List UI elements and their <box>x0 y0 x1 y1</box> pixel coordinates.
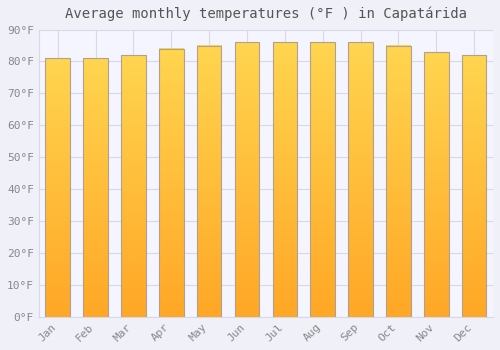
Bar <box>462 55 486 317</box>
Bar <box>234 42 260 317</box>
Bar <box>121 55 146 317</box>
Bar <box>272 42 297 317</box>
Bar <box>197 46 222 317</box>
Bar <box>386 46 410 317</box>
Bar <box>46 58 70 317</box>
Bar <box>424 52 448 317</box>
Bar <box>159 49 184 317</box>
Bar <box>348 42 373 317</box>
Bar <box>84 58 108 317</box>
Bar <box>310 42 335 317</box>
Title: Average monthly temperatures (°F ) in Capatárida: Average monthly temperatures (°F ) in Ca… <box>65 7 467 21</box>
